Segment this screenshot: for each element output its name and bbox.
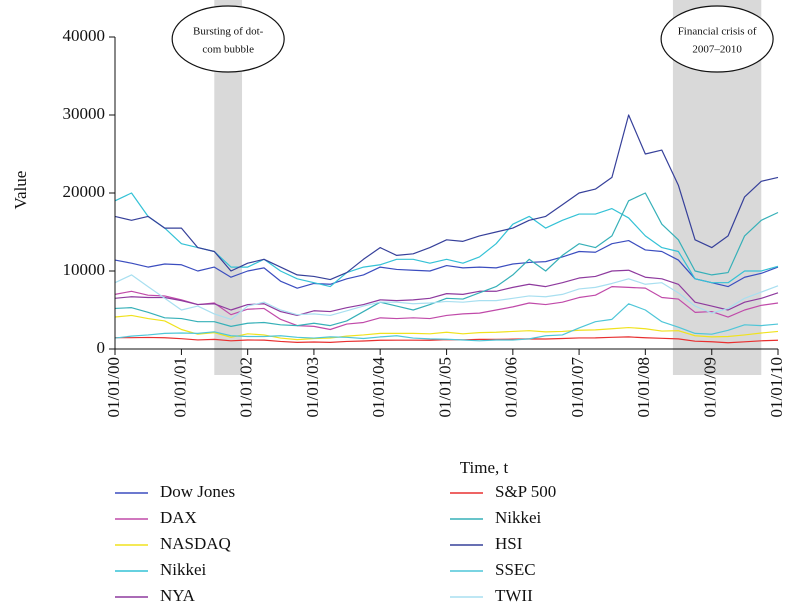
annotation-text: com bubble: [202, 44, 254, 56]
annotation-text: Financial crisis of: [678, 26, 757, 38]
y-tick-label: 40000: [63, 26, 106, 45]
x-tick-label: 01/01/09: [701, 357, 720, 417]
series-line: [114, 303, 779, 342]
x-axis-label: Time, t: [460, 458, 509, 477]
x-tick-label: 01/01/03: [303, 357, 322, 417]
series-line: [114, 114, 779, 281]
x-tick-label: 01/01/01: [170, 357, 189, 417]
y-tick-label: 10000: [63, 260, 106, 279]
series-line: [114, 274, 779, 320]
annotation-ellipse: [660, 5, 774, 73]
x-tick-label: 01/01/02: [237, 357, 256, 417]
legend-label: NYA: [160, 586, 196, 605]
legend-label: S&P 500: [495, 482, 556, 501]
y-tick-label: 30000: [63, 104, 106, 123]
x-tick-label: 01/01/10: [767, 357, 786, 417]
x-tick-label: 01/01/07: [568, 357, 587, 418]
legend-label: Nikkei: [495, 508, 542, 527]
y-tick-label: 0: [97, 338, 106, 357]
legend-label: DAX: [160, 508, 197, 527]
series-line: [114, 192, 779, 327]
x-tick-label: 01/01/08: [634, 357, 653, 417]
x-tick-label: 01/01/00: [104, 357, 123, 417]
annotation-ellipse: [171, 5, 285, 73]
annotation-text: 2007–2010: [692, 44, 742, 56]
series-line: [114, 239, 779, 289]
series-line: [114, 314, 779, 341]
series-line: [114, 286, 779, 331]
legend-label: TWII: [495, 586, 533, 605]
annotation-text: Bursting of dot-: [193, 26, 264, 38]
legend-label: Nikkei: [160, 560, 207, 579]
legend-label: SSEC: [495, 560, 536, 579]
x-tick-label: 01/01/05: [435, 357, 454, 417]
series-line: [114, 192, 779, 288]
series-line: [114, 269, 779, 317]
legend-label: Dow Jones: [160, 482, 235, 501]
y-tick-label: 20000: [63, 182, 106, 201]
x-tick-label: 01/01/06: [502, 357, 521, 417]
legend-label: NASDAQ: [160, 534, 231, 553]
x-tick-label: 01/01/04: [369, 357, 388, 418]
y-axis-label: Value: [11, 171, 30, 210]
legend-label: HSI: [495, 534, 523, 553]
